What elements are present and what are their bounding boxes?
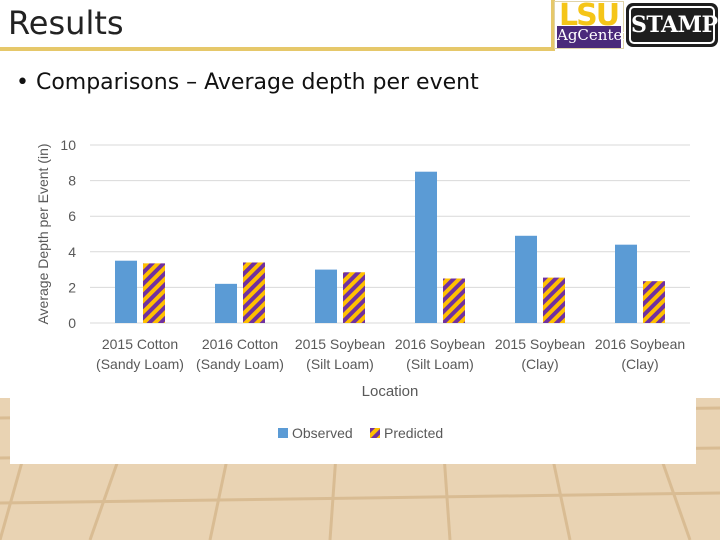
- y-tick-label: 0: [68, 315, 76, 331]
- bar-predicted: [543, 277, 565, 323]
- bar-predicted: [443, 278, 465, 323]
- lsu-agcenter-logo: LSU AgCenter: [554, 0, 630, 49]
- x-tick-label: 2016 Soybean: [395, 336, 485, 352]
- legend-label-observed: Observed: [292, 425, 353, 441]
- bar-predicted: [143, 263, 165, 323]
- y-tick-label: 2: [68, 279, 76, 295]
- bar-predicted: [643, 281, 665, 323]
- x-tick-label: 2015 Cotton: [102, 336, 178, 352]
- bar-predicted: [343, 272, 365, 323]
- bar-observed: [315, 269, 337, 323]
- bar-observed: [415, 171, 437, 323]
- title-bar: [0, 0, 555, 51]
- y-tick-label: 10: [60, 137, 76, 153]
- x-tick-label: (Sandy Loam): [96, 356, 184, 372]
- slide-title: Results: [8, 4, 124, 42]
- y-axis-label: Average Depth per Event (in): [35, 143, 51, 324]
- x-tick-label: (Clay): [521, 356, 558, 372]
- x-tick-label: 2016 Soybean: [595, 336, 685, 352]
- bar-observed: [115, 260, 137, 323]
- y-tick-label: 8: [68, 173, 76, 189]
- y-tick-label: 4: [68, 244, 76, 260]
- bullet-text: • Comparisons – Average depth per event: [16, 70, 479, 95]
- y-tick-label: 6: [68, 208, 76, 224]
- bar-predicted: [243, 262, 265, 323]
- agcenter-logo-text: AgCenter: [557, 26, 630, 44]
- x-tick-label: 2015 Soybean: [495, 336, 585, 352]
- x-tick-label: (Silt Loam): [406, 356, 474, 372]
- legend-swatch-predicted: [370, 428, 380, 438]
- legend-swatch-observed: [278, 428, 288, 438]
- stamp-logo: STAMP: [626, 3, 718, 47]
- bar-observed: [215, 283, 237, 323]
- stamp-logo-text: STAMP: [629, 6, 718, 44]
- x-tick-label: (Silt Loam): [306, 356, 374, 372]
- x-tick-label: (Sandy Loam): [196, 356, 284, 372]
- x-tick-label: 2016 Cotton: [202, 336, 278, 352]
- logo-tagline-bar: [557, 44, 621, 48]
- bar-observed: [515, 235, 537, 323]
- x-tick-label: 2015 Soybean: [295, 336, 385, 352]
- x-axis-label: Location: [362, 383, 419, 400]
- x-tick-label: (Clay): [621, 356, 658, 372]
- bar-observed: [615, 244, 637, 323]
- chart-container: 0 2 4 6 8 10 Average Depth per Event (in) 2015…: [10, 120, 696, 464]
- legend-label-predicted: Predicted: [384, 425, 443, 441]
- bar-chart: 0 2 4 6 8 10 Average Depth per Event (in) 2015…: [35, 137, 690, 441]
